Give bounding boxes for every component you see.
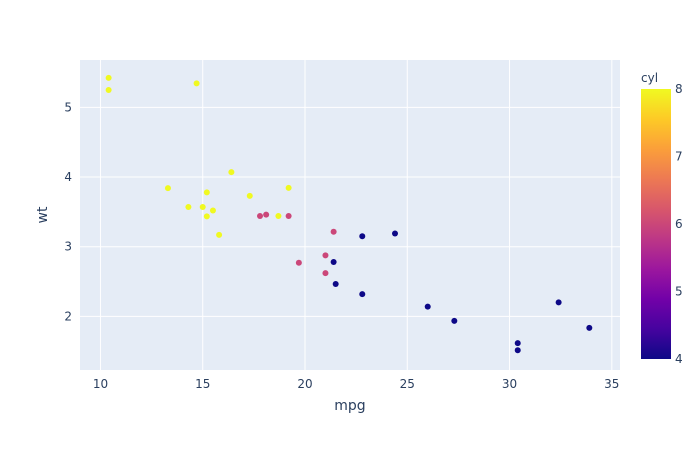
colorbar: cyl 4 5 6 7 8 (641, 71, 683, 366)
colorbar-tick-label: 6 (675, 217, 683, 231)
x-axis-title: mpg (334, 398, 365, 414)
colorbar-gradient (641, 89, 671, 359)
data-point (322, 270, 329, 277)
data-point (164, 185, 171, 192)
data-point (451, 317, 458, 324)
x-tick-label: 30 (502, 377, 517, 391)
data-point (275, 213, 282, 220)
data-point (105, 74, 112, 81)
data-point (295, 259, 302, 266)
data-points (105, 74, 593, 354)
data-point (322, 252, 329, 259)
data-point (330, 228, 337, 235)
y-tick-labels: 2 3 4 5 (64, 100, 72, 323)
y-axis-title: wt (35, 206, 51, 223)
data-point (199, 203, 206, 210)
colorbar-tick-label: 7 (675, 150, 683, 164)
data-point (330, 259, 337, 266)
colorbar-title: cyl (641, 71, 658, 85)
data-point (424, 303, 431, 310)
data-point (228, 169, 235, 176)
data-point (514, 340, 521, 347)
data-point (216, 231, 223, 238)
data-point (193, 80, 200, 87)
data-point (359, 291, 366, 298)
colorbar-tick-labels: 4 5 6 7 8 (675, 82, 683, 366)
data-point (185, 203, 192, 210)
data-point (332, 280, 339, 287)
data-point (257, 213, 263, 220)
data-point (203, 189, 210, 196)
data-point (209, 207, 216, 214)
data-point (392, 230, 398, 237)
grid-lines (80, 60, 620, 370)
y-tick-label: 5 (64, 100, 72, 114)
y-tick-label: 4 (64, 170, 72, 184)
data-point (246, 192, 253, 199)
data-point (263, 211, 270, 218)
x-tick-labels: 10 15 20 25 30 35 (93, 377, 620, 391)
colorbar-tick-label: 5 (675, 285, 683, 299)
data-point (586, 324, 593, 331)
data-point (359, 233, 366, 240)
x-tick-label: 20 (297, 377, 312, 391)
plot-background (80, 60, 620, 370)
x-tick-label: 35 (604, 377, 619, 391)
x-tick-label: 25 (400, 377, 415, 391)
data-point (105, 86, 112, 93)
data-point (555, 299, 562, 306)
y-tick-label: 2 (64, 309, 72, 323)
data-point (285, 184, 292, 191)
data-point (514, 347, 521, 354)
x-tick-label: 15 (195, 377, 210, 391)
data-point (203, 213, 210, 220)
colorbar-tick-label: 4 (675, 352, 683, 366)
colorbar-tick-label: 8 (675, 82, 683, 96)
x-tick-label: 10 (93, 377, 108, 391)
y-tick-label: 3 (64, 240, 72, 254)
data-point (285, 213, 292, 220)
